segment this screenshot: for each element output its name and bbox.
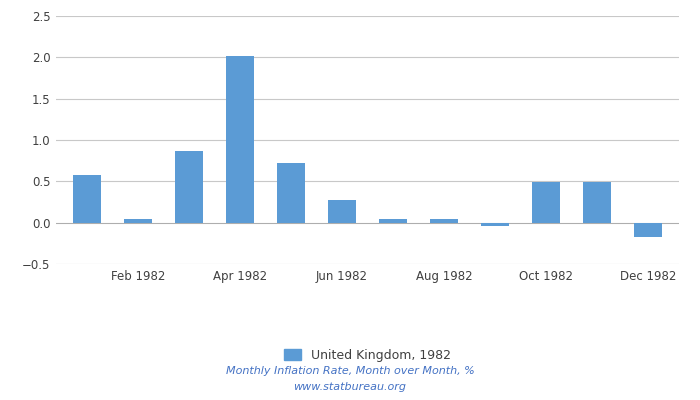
Bar [634, 223, 662, 237]
Bar [430, 219, 458, 223]
Bar [328, 200, 356, 223]
Legend: United Kingdom, 1982: United Kingdom, 1982 [284, 349, 452, 362]
Bar [73, 175, 101, 223]
Bar [226, 56, 254, 223]
Text: Monthly Inflation Rate, Month over Month, %: Monthly Inflation Rate, Month over Month… [225, 366, 475, 376]
Bar [124, 219, 152, 223]
Bar [583, 182, 611, 223]
Bar [532, 182, 560, 223]
Text: www.statbureau.org: www.statbureau.org [293, 382, 407, 392]
Bar [379, 219, 407, 223]
Bar [277, 163, 305, 223]
Bar [481, 223, 509, 226]
Bar [175, 151, 203, 223]
